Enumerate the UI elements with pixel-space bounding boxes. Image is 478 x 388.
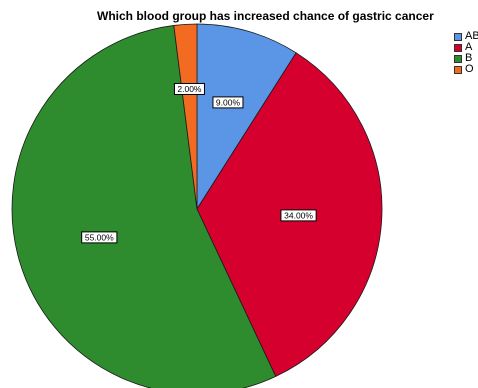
data-label-b: 55.00% [85, 232, 114, 242]
legend: AB A B O [454, 31, 478, 75]
legend-swatch-o [454, 65, 462, 74]
data-label-box-o [173, 82, 205, 95]
legend-label-ab: AB [465, 31, 478, 42]
pie-slice-ab [196, 23, 297, 211]
legend-label-o: O [465, 63, 474, 75]
pie-slices [11, 23, 383, 388]
legend-swatch-b [454, 54, 462, 63]
legend-swatch-ab [454, 32, 462, 41]
pie-data-labels: 9.00% 34.00% 55.00% 2.00% [81, 82, 317, 244]
legend-item-ab: AB [454, 31, 478, 42]
data-label-ab: 9.00% [216, 97, 241, 107]
legend-item-a: A [454, 42, 478, 53]
legend-item-o: O [454, 64, 478, 75]
data-label-box-ab [212, 96, 244, 109]
legend-label-a: A [465, 41, 473, 53]
legend-item-b: B [454, 53, 478, 64]
chart-title: Which blood group has increased chance o… [97, 9, 434, 23]
legend-label-b: B [465, 52, 473, 64]
pie-slice-o [173, 23, 198, 210]
pie-slice-b [11, 25, 277, 388]
legend-swatch-a [454, 43, 462, 52]
data-label-box-b [81, 231, 118, 244]
data-label-o: 2.00% [177, 84, 202, 94]
data-label-box-a [280, 209, 317, 222]
data-label-a: 34.00% [284, 210, 313, 220]
